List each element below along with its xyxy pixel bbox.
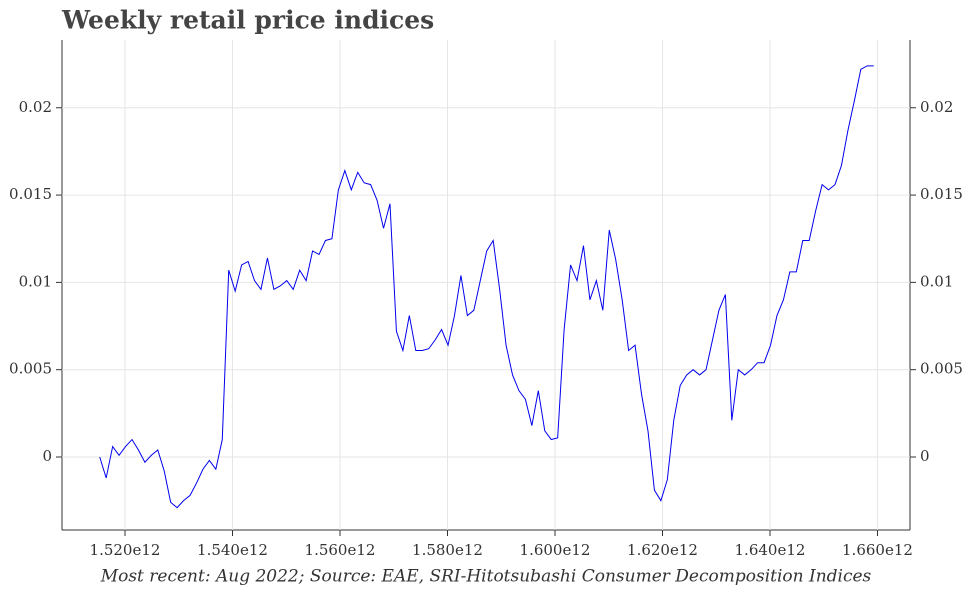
y-tick-label: 0 xyxy=(42,447,52,465)
line xyxy=(99,65,874,509)
y-tick-label: 0.02 xyxy=(19,98,52,116)
x-tick-label: 1.560e12 xyxy=(305,541,376,559)
y-tick-label: 0.005 xyxy=(9,360,52,378)
caption: Most recent: Aug 2022; Source: EAE, SRI-… xyxy=(100,567,872,587)
x-tick-label: 1.600e12 xyxy=(520,541,591,559)
y2-tick-label: 0.015 xyxy=(920,185,963,203)
x-tick-label: 1.640e12 xyxy=(735,541,806,559)
chart-title: Weekly retail price indices xyxy=(61,6,434,35)
x-tick-label: 1.620e12 xyxy=(627,541,698,559)
y2-tick-label: 0 xyxy=(920,447,930,465)
x-tick-label: 1.520e12 xyxy=(90,541,161,559)
x-tick-label: 1.540e12 xyxy=(197,541,268,559)
y-tick-label: 0.015 xyxy=(9,185,52,203)
y-tick-label: 0.01 xyxy=(19,272,52,290)
y2-tick-label: 0.02 xyxy=(920,98,953,116)
x-tick-label: 1.660e12 xyxy=(842,541,913,559)
y2-tick-label: 0.005 xyxy=(920,360,963,378)
x-tick-label: 1.580e12 xyxy=(412,541,483,559)
y2-tick-label: 0.01 xyxy=(920,272,953,290)
